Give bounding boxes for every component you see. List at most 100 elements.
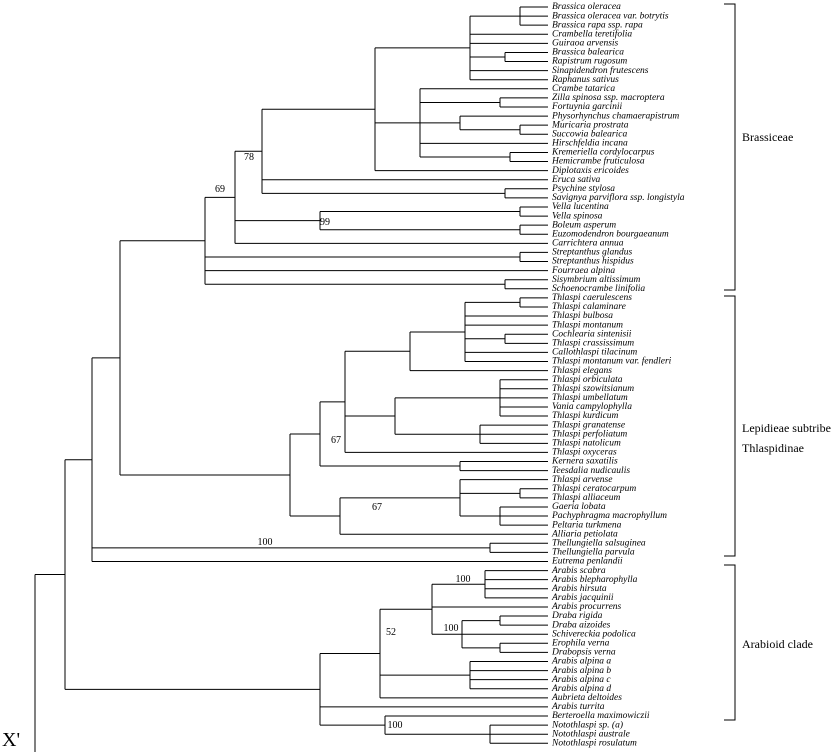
support-value: 67: [331, 435, 341, 446]
taxon-label: Muricaria prostrata: [551, 120, 629, 130]
taxon-label: Boleum asperum: [552, 220, 616, 230]
taxon-label: Thlaspi kurdicum: [552, 411, 619, 421]
taxon-label: Thlaspi montanum: [552, 320, 623, 330]
taxon-label: Arabis jacquinii: [551, 593, 614, 603]
clade-label: Arabioid clade: [742, 637, 813, 651]
taxon-label: Arabis blepharophylla: [551, 575, 638, 585]
taxon-label: Thlaspi szowitsianum: [552, 384, 634, 394]
taxon-label: Notothlaspi rosulatum: [551, 738, 637, 748]
taxon-label: Sisymbrium altissimum: [552, 275, 641, 285]
taxon-label: Kremeriella cordylocarpus: [551, 148, 655, 158]
taxon-label: Draba aizoides: [551, 620, 611, 630]
taxon-label: Arabis alpina a: [551, 657, 611, 667]
taxon-label: Arabis procurrens: [551, 602, 622, 612]
taxon-label: Berteroella maximowiczii: [552, 711, 650, 721]
taxon-label: Thellungiella salsuginea: [552, 538, 646, 548]
taxon-label: Peltaria turkmena: [551, 520, 622, 530]
taxon-label: Cochlearia sintenisii: [552, 329, 632, 339]
taxon-label: Thlaspi caerulescens: [552, 293, 632, 303]
taxon-label: Schoenocrambe linifolia: [552, 283, 645, 294]
taxon-label: Savignya parviflora ssp. longistyla: [552, 192, 685, 203]
taxon-label: Thlaspi arvense: [552, 475, 612, 485]
support-value: 100: [258, 537, 273, 548]
taxon-label: Diplotaxis ericoides: [551, 166, 629, 176]
taxon-label: Psychine stylosa: [551, 184, 615, 194]
taxon-label: Arabis hirsuta: [551, 584, 607, 594]
taxon-label: Physorhynchus chamaerapistrum: [551, 111, 679, 121]
taxon-label: Drabopsis verna: [551, 648, 616, 658]
taxon-label: Brassica oleracea var. botrytis: [552, 11, 669, 21]
taxon-label: Thlaspi orbiculata: [552, 375, 623, 385]
taxon-label: Eruca sativa: [551, 175, 601, 185]
taxon-label: Rapistrum rugosum: [551, 57, 627, 67]
taxon-label: Zilla spinosa ssp. macroptera: [552, 93, 665, 103]
taxon-label: Brassica rapa ssp. rapa: [552, 20, 643, 30]
taxon-label: Notothlaspi australe: [551, 729, 630, 739]
taxon-label: Thlaspi natolicum: [552, 439, 621, 449]
taxon-label: Hirschfeldia incana: [551, 138, 628, 149]
taxon-label: Guiraoa arvensis: [552, 39, 619, 49]
taxon-label: Callothlaspi tilacinum: [552, 348, 637, 358]
taxon-label: Thlaspi calaminare: [552, 302, 626, 312]
taxon-label: Thellungiella parvula: [552, 548, 635, 558]
taxon-label: Brassica balearica: [552, 48, 624, 58]
taxon-label: Draba rigida: [551, 611, 603, 621]
taxon-label: Thlaspi alliaceum: [552, 493, 620, 503]
clade-label: Brassiceae: [742, 130, 793, 144]
taxon-label: Brassica oleracea: [552, 2, 621, 12]
taxon-label: Hemicrambe fruticulosa: [551, 156, 645, 167]
clade-brackets: [724, 3, 736, 721]
taxon-label: Arabis alpina c: [551, 675, 611, 685]
taxon-label: Notothlaspi sp. (a): [551, 719, 623, 730]
taxon-label: Crambe tatarica: [552, 84, 615, 94]
taxon-label: Arabis turrita: [551, 702, 605, 712]
taxon-label: Gaeria lobata: [552, 502, 606, 512]
taxon-label: Fourraea alpina: [551, 266, 615, 276]
taxon-label: Carrichtera annua: [552, 239, 624, 249]
taxon-label: Teesdalia nudicaulis: [552, 466, 630, 476]
taxon-label: Fortuynia garcinii: [551, 102, 622, 112]
branches: [34, 6, 548, 752]
taxon-label: Schivereckia podolica: [552, 629, 636, 639]
taxon-label: Aubrieta deltoides: [551, 693, 622, 703]
taxon-label: Sinapidendron frutescens: [552, 65, 649, 76]
taxon-label: Thlaspi montanum var. fendleri: [552, 356, 672, 367]
taxon-label: Pachyphragma macrophyllum: [551, 511, 667, 521]
support-value: 100: [444, 623, 459, 634]
taxon-label: Arabis scabra: [551, 566, 606, 576]
taxon-label: Succowia balearica: [552, 129, 627, 139]
taxon-label: Vella lucentina: [552, 202, 609, 212]
taxon-label: Raphanus sativus: [551, 75, 619, 85]
support-value: 52: [386, 627, 396, 638]
clade-label: Lepidieae subtribe: [742, 421, 831, 435]
support-value: 100: [456, 574, 471, 585]
bracket: [724, 295, 736, 557]
support-value: 67: [372, 502, 382, 513]
taxon-label: Arabis alpina b: [551, 666, 611, 676]
taxon-label: Thlaspi granatense: [552, 420, 625, 430]
taxon-label: Vella spinosa: [552, 211, 603, 221]
taxon-label: Erophila verna: [551, 638, 610, 648]
taxon-label: Thlaspi oxyceras: [552, 448, 617, 458]
root-label: X': [2, 729, 20, 751]
bracket: [724, 564, 736, 721]
taxon-label: Streptanthus hispidus: [552, 257, 634, 267]
taxon-label: Alliaria petiolata: [551, 529, 618, 539]
support-value: 69: [215, 184, 225, 195]
taxon-label: Kernera saxatilis: [551, 457, 618, 467]
support-value: 100: [388, 720, 403, 731]
taxon-label: Thlaspi umbellatum: [552, 393, 628, 403]
clade-label: Thlaspidinae: [742, 441, 804, 455]
taxon-label: Eutrema penlandii: [551, 557, 623, 567]
support-value: 78: [244, 152, 254, 163]
taxon-label: Euzomodendron bourgaeanum: [551, 229, 669, 239]
taxon-label: Thlaspi perfoliatum: [552, 428, 627, 439]
taxon-label: Thlaspi crassissimum: [552, 339, 634, 349]
taxon-label: Thlaspi elegans: [552, 366, 612, 376]
taxon-label: Thlaspi ceratocarpum: [552, 484, 636, 494]
taxon-label: Vania campylophylla: [552, 402, 632, 412]
bracket: [724, 3, 736, 291]
taxon-label: Thlaspi bulbosa: [552, 311, 613, 321]
